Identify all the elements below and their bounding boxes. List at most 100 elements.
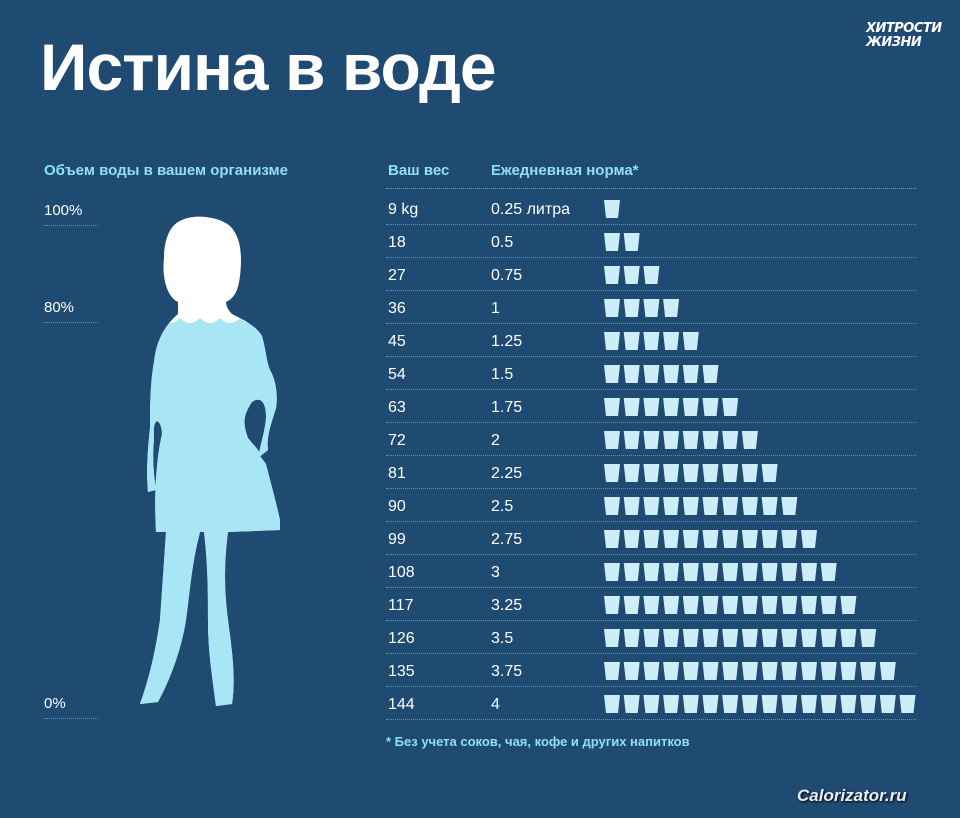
glass-icon (781, 497, 798, 515)
glass-icon (722, 464, 739, 482)
glass-icon (820, 695, 837, 713)
weight-column-header: Ваш вес (388, 162, 450, 179)
table-row: 63 1.75 (386, 390, 916, 423)
glass-icon (623, 332, 640, 350)
glass-icon (604, 233, 620, 251)
glass-icon (702, 563, 719, 581)
weight-cell: 45 (388, 333, 406, 350)
glass-icon (702, 596, 719, 614)
glass-icon (741, 662, 758, 680)
glass-icon (722, 530, 739, 548)
level-100-label: 100% (44, 202, 98, 226)
weight-cell: 72 (388, 432, 406, 449)
norm-cell: 2.75 (491, 531, 523, 548)
weight-cell: 135 (388, 663, 415, 680)
glass-icon (722, 497, 739, 515)
glass-icon (604, 563, 620, 581)
norm-cell: 1.25 (491, 333, 523, 350)
table-row: 27 0.75 (386, 258, 916, 291)
glass-icon (604, 200, 620, 218)
table-row: 90 2.5 (386, 489, 916, 522)
glass-icon (860, 695, 877, 713)
table-row: 36 1 (386, 291, 916, 324)
norm-cell: 3.25 (491, 597, 523, 614)
weight-cell: 36 (388, 300, 406, 317)
norm-cell: 0.25 литра (491, 201, 570, 218)
glass-icon (682, 464, 699, 482)
glass-icon (781, 629, 798, 647)
glass-icon (643, 497, 660, 515)
norm-cell: 2.25 (491, 465, 523, 482)
glass-icon (663, 596, 680, 614)
glass-icon (702, 365, 719, 383)
glass-icon (682, 530, 699, 548)
glass-icon (741, 695, 758, 713)
glass-icon (643, 629, 660, 647)
glass-icon (840, 629, 857, 647)
glass-icon (781, 662, 798, 680)
glass-icon (643, 464, 660, 482)
weight-cell: 144 (388, 696, 415, 713)
glass-row (604, 628, 882, 648)
glass-icon (604, 695, 620, 713)
glass-icon (722, 596, 739, 614)
glass-icon (761, 530, 778, 548)
footnote: * Без учета соков, чая, кофе и других на… (386, 734, 690, 749)
glass-icon (761, 662, 778, 680)
glass-row (604, 199, 626, 219)
weight-cell: 81 (388, 465, 406, 482)
glass-icon (643, 563, 660, 581)
glass-icon (682, 431, 699, 449)
table-row: 126 3.5 (386, 621, 916, 654)
glass-icon (623, 662, 640, 680)
norm-cell: 1 (491, 300, 500, 317)
norm-cell: 1.75 (491, 399, 523, 416)
glass-icon (722, 662, 739, 680)
glass-icon (623, 497, 640, 515)
glass-icon (781, 596, 798, 614)
glass-icon (879, 662, 896, 680)
glass-icon (663, 431, 680, 449)
glass-icon (840, 596, 857, 614)
glass-icon (761, 563, 778, 581)
glass-icon (801, 662, 817, 680)
glass-icon (761, 464, 778, 482)
table-row: 117 3.25 (386, 588, 916, 621)
weight-cell: 108 (388, 564, 415, 581)
glass-icon (643, 431, 660, 449)
table-row: 45 1.25 (386, 324, 916, 357)
logo-line-1: ХИТРОСТИ (866, 21, 942, 36)
norm-column-header: Ежедневная норма* (491, 162, 639, 179)
brand-logo: ХИТРОСТИ ЖИЗНИ (866, 21, 942, 50)
glass-icon (801, 530, 817, 548)
glass-icon (682, 332, 699, 350)
weight-cell: 99 (388, 531, 406, 548)
logo-line-2: ЖИЗНИ (866, 35, 922, 50)
glass-icon (623, 431, 640, 449)
norm-cell: 3 (491, 564, 500, 581)
glass-icon (702, 662, 719, 680)
glass-icon (623, 398, 640, 416)
norm-cell: 0.75 (491, 267, 523, 284)
glass-row (604, 298, 685, 318)
glass-icon (741, 431, 758, 449)
glass-icon (643, 596, 660, 614)
glass-icon (820, 563, 837, 581)
level-0-label: 0% (44, 695, 98, 719)
glass-icon (781, 563, 798, 581)
glass-row (604, 463, 783, 483)
glass-icon (623, 299, 640, 317)
weight-cell: 18 (388, 234, 406, 251)
glass-row (604, 694, 921, 714)
glass-icon (820, 596, 837, 614)
glass-row (604, 331, 705, 351)
glass-icon (604, 662, 620, 680)
glass-icon (663, 662, 680, 680)
glass-icon (604, 629, 620, 647)
glass-icon (623, 629, 640, 647)
glass-icon (623, 365, 640, 383)
glass-icon (663, 464, 680, 482)
glass-icon (879, 695, 896, 713)
glass-icon (781, 695, 798, 713)
glass-icon (643, 332, 660, 350)
